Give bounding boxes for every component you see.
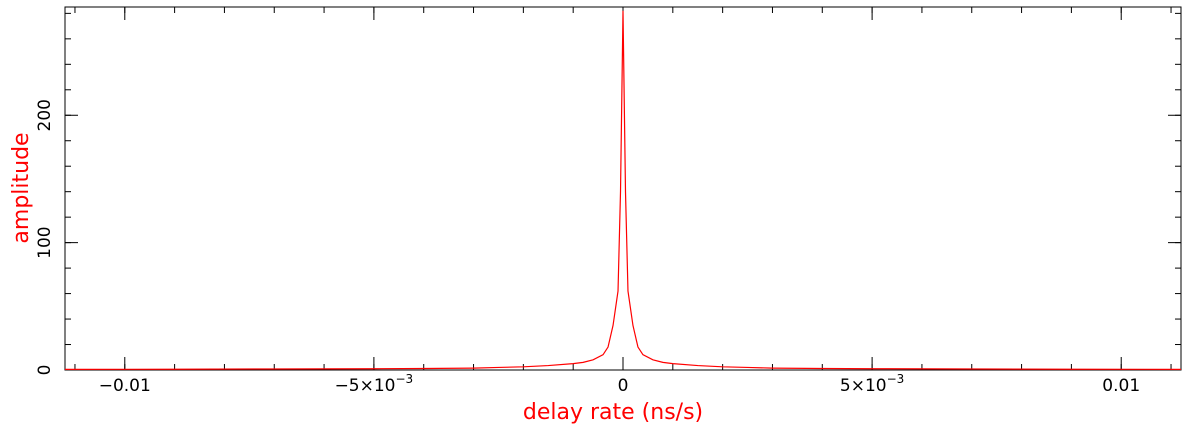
series-line xyxy=(64,10,1182,370)
x-tick-exponent: −3 xyxy=(887,372,905,386)
x-tick-label: −0.01 xyxy=(99,376,151,396)
y-axis-label: amplitude xyxy=(9,132,34,243)
axis-ticks xyxy=(65,7,1181,371)
x-tick-label: 0.01 xyxy=(1102,376,1140,396)
axis-tick-labels: −0.01 −5×10−3 0 5×10−3 0.01 0 100 200 xyxy=(35,99,1140,396)
y-tick-label: 0 xyxy=(35,365,55,376)
plot-frame xyxy=(64,6,1182,371)
x-tick-exponent: −3 xyxy=(396,372,414,386)
x-tick-label: 5×10−3 xyxy=(840,372,904,396)
x-tick-label: 0 xyxy=(618,376,629,396)
x-axis-label: delay rate (ns/s) xyxy=(523,400,703,425)
y-tick-label: 100 xyxy=(35,226,55,258)
y-tick-label: 200 xyxy=(35,99,55,131)
x-tick-label: −5×10−3 xyxy=(335,372,414,396)
